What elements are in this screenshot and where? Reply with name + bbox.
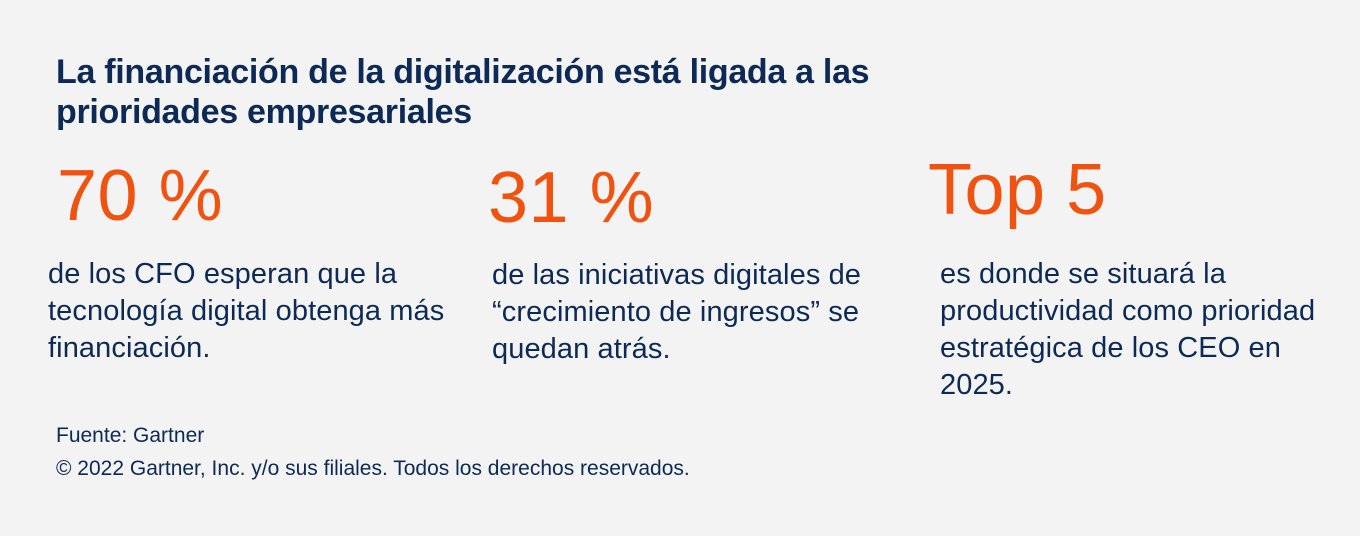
stat-description-productivity: es donde se situará la productividad com… [940,256,1330,404]
source-note: Fuente: Gartner © 2022 Gartner, Inc. y/o… [56,419,690,485]
source-label: Fuente: Gartner [56,424,205,447]
stat-description-text: de los CFO esperan que la tecnología dig… [48,258,445,364]
stat-description-cfo: de los CFO esperan que la tecnología dig… [48,256,478,367]
copyright-notice: © 2022 Gartner, Inc. y/o sus filiales. T… [56,457,690,480]
stat-description-text: de las iniciativas digitales de “crecimi… [492,259,862,365]
stat-description-text: es donde se situará la productividad com… [940,258,1316,401]
page-title: La financiación de la digitalización est… [56,53,870,131]
stat-figure-top5: Top 5 [928,150,1107,230]
stat-figure-revenue-initiatives: 31 % [488,158,655,238]
stat-description-revenue-initiatives: de las iniciativas digitales de “crecimi… [492,257,922,368]
stat-figure-cfo: 70 % [57,156,224,236]
